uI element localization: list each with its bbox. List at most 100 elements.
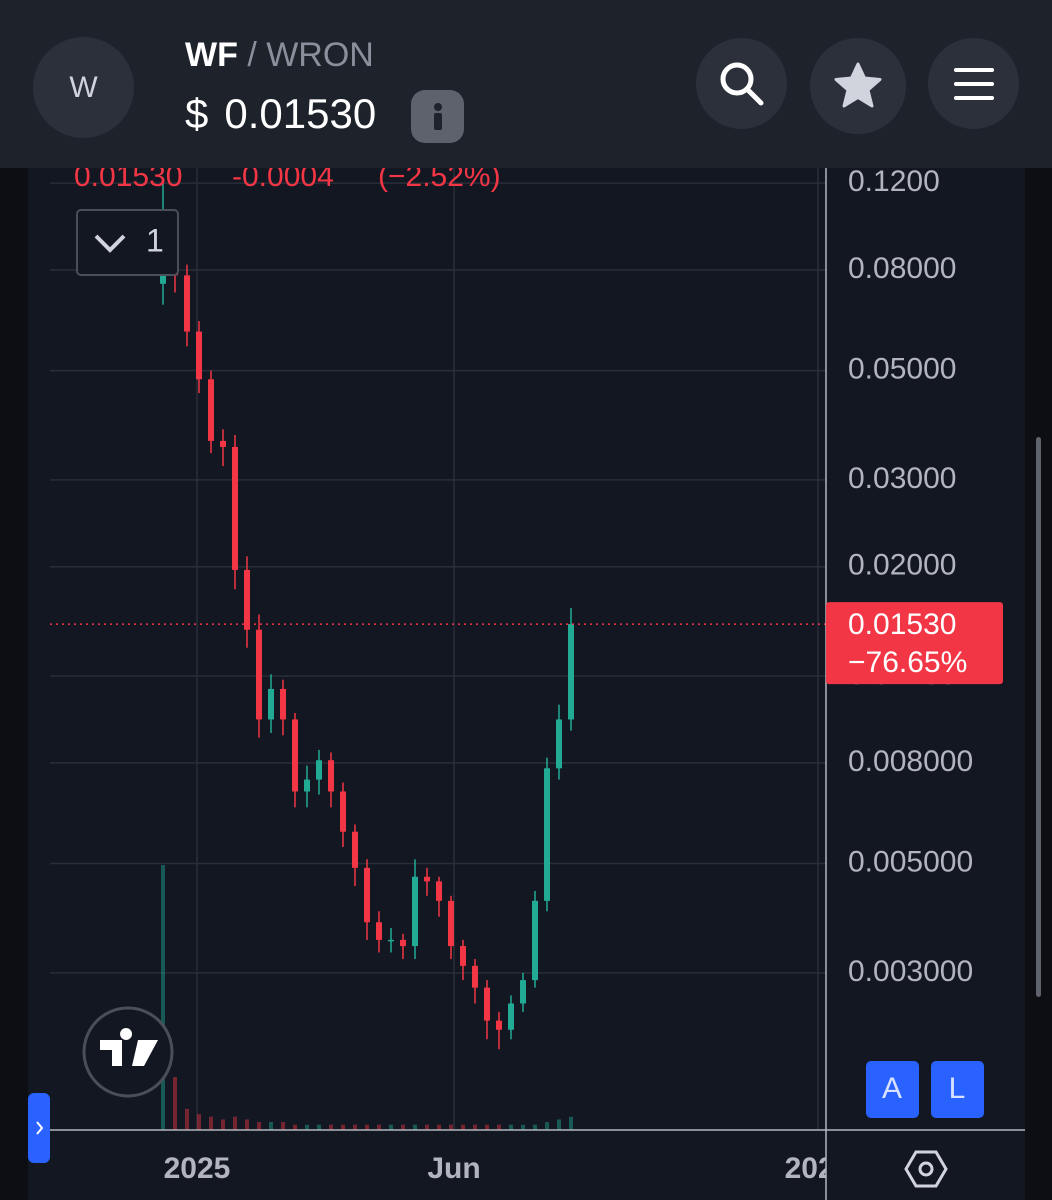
candle-body	[220, 440, 226, 447]
volume-bar	[545, 1122, 549, 1130]
volume-bar	[329, 1124, 333, 1130]
volume-bar	[221, 1119, 225, 1130]
volume-bar	[365, 1124, 369, 1130]
header-price: $0.01530	[185, 90, 376, 138]
volume-bar	[461, 1124, 465, 1130]
base-symbol: WF	[185, 36, 238, 74]
auto-scale-button[interactable]	[866, 1061, 919, 1118]
candle-body	[448, 900, 454, 947]
y-tick-label: 0.02000	[848, 549, 956, 582]
candle-body	[376, 922, 382, 940]
volume-bar	[497, 1124, 501, 1130]
volume-bar	[401, 1124, 405, 1130]
volume-bar	[473, 1124, 477, 1130]
volume-bar	[533, 1124, 537, 1130]
y-tick-label: 0.1200	[848, 165, 940, 198]
x-tick-label: Jun	[427, 1152, 480, 1185]
search-icon	[720, 62, 763, 105]
candle-body	[184, 275, 190, 332]
candle-body	[208, 379, 214, 441]
info-button[interactable]	[411, 90, 464, 143]
dropdown-box[interactable]	[76, 209, 179, 276]
volume-bar	[425, 1124, 429, 1130]
settings-icon-center	[918, 1161, 934, 1177]
log-scale-button[interactable]	[931, 1061, 984, 1118]
chart-panel	[28, 0, 1025, 1200]
menu-button[interactable]	[928, 38, 1019, 129]
candle-body	[196, 331, 202, 380]
dropdown-label: 1	[146, 222, 164, 258]
volume-bar	[509, 1124, 513, 1130]
volume-bar	[341, 1124, 345, 1130]
volume-bar	[413, 1124, 417, 1130]
candle-body	[544, 768, 550, 901]
y-tick-label: 0.003000	[848, 955, 973, 988]
last-price-label: 0.01530	[848, 608, 956, 641]
side-tab-icon	[36, 1121, 44, 1135]
candle-body	[484, 987, 490, 1021]
favorite-button[interactable]	[810, 38, 906, 134]
volume-bar	[389, 1124, 393, 1130]
candle-body	[520, 980, 526, 1004]
tradingview-logo[interactable]	[82, 1006, 174, 1098]
volume-bar	[305, 1124, 309, 1130]
candle-body	[568, 624, 574, 720]
y-tick-label: 0.03000	[848, 462, 956, 495]
volume-bar	[257, 1122, 261, 1130]
y-tick-label: 0.008000	[848, 745, 973, 778]
interval-dropdown[interactable]: 1	[76, 209, 179, 276]
candle-body	[412, 876, 418, 947]
volume-bar	[269, 1122, 273, 1130]
star-icon	[834, 62, 882, 108]
candle-body	[436, 881, 442, 901]
chevron-icon	[94, 234, 126, 253]
auto-scale-label: A	[882, 1072, 902, 1105]
last-price-badge	[826, 602, 1003, 685]
candle-body	[304, 779, 310, 792]
volume-bar	[281, 1122, 285, 1130]
candle-body	[292, 719, 298, 792]
volume-bar	[437, 1124, 441, 1130]
volume-bar	[209, 1116, 213, 1130]
header: W WF / WRON $0.01530	[0, 0, 1052, 168]
candle-body	[268, 688, 274, 720]
volume-bar	[485, 1124, 489, 1130]
candle-body	[328, 760, 334, 792]
volume-bar	[557, 1119, 561, 1130]
side-tab[interactable]	[28, 1093, 50, 1163]
scrollbar[interactable]	[1036, 437, 1041, 997]
x-tick-label: 2026	[785, 1152, 852, 1185]
logo-glyph	[100, 1028, 158, 1066]
logo-circle[interactable]	[82, 1006, 174, 1098]
volume-bar	[233, 1116, 237, 1130]
volume-bar	[449, 1124, 453, 1130]
settings-icon[interactable]	[904, 1150, 948, 1188]
pair-separator: /	[247, 36, 257, 74]
candle-body	[352, 831, 358, 868]
menu-icon	[953, 67, 994, 100]
search-button[interactable]	[696, 38, 787, 129]
log-scale-label: L	[949, 1072, 966, 1105]
volume-bar	[197, 1114, 201, 1130]
candle-body	[424, 876, 430, 882]
candle-body	[400, 939, 406, 947]
volume-bar	[353, 1124, 357, 1130]
candle-body	[496, 1020, 502, 1030]
candle-body	[532, 900, 538, 981]
volume-bar	[245, 1119, 249, 1130]
volume-bar	[317, 1124, 321, 1130]
pair-title: WF / WRON	[185, 36, 374, 75]
candle-body	[280, 688, 286, 720]
y-tick-label: 0.005000	[848, 845, 973, 878]
volume-bar	[293, 1124, 297, 1130]
candle-body	[556, 719, 562, 769]
y-tick-label: 0.05000	[848, 352, 956, 385]
candle-body	[508, 1003, 514, 1030]
candle-body	[364, 867, 370, 923]
last-change-label: −76.65%	[848, 646, 967, 679]
token-avatar: W	[33, 37, 134, 138]
candle-body	[316, 760, 322, 780]
candle-body	[460, 946, 466, 966]
